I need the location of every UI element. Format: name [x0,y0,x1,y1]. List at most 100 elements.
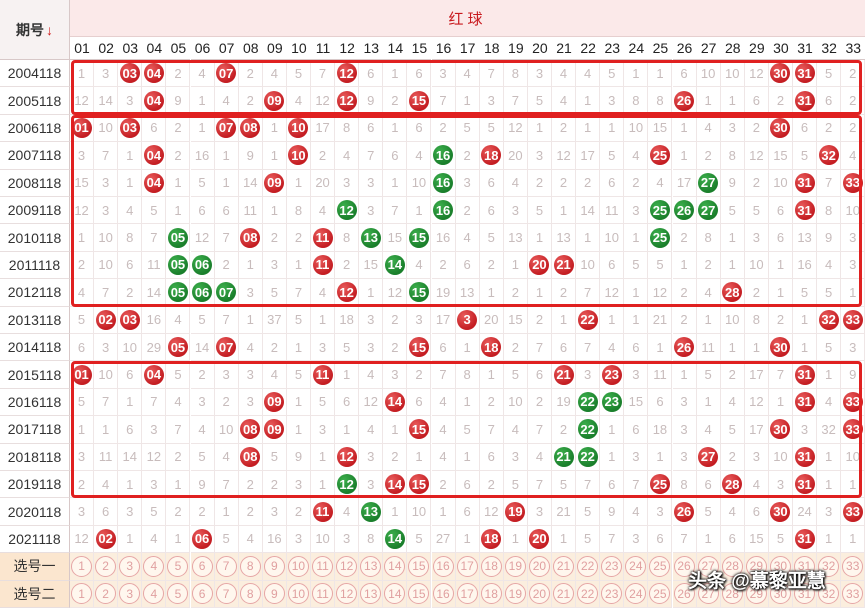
selectable-ball[interactable]: 30 [769,583,791,605]
selectable-ball[interactable]: 8 [239,583,261,605]
selectable-ball[interactable]: 22 [577,555,599,577]
selectable-ball[interactable]: 30 [769,555,791,577]
grid-cell: 2 [768,87,793,115]
selectable-ball[interactable]: 19 [504,583,526,605]
selectable-ball[interactable]: 10 [287,583,309,605]
selectable-ball[interactable]: 22 [577,583,599,605]
grid-cell: 8 [696,224,721,252]
selectable-ball[interactable]: 31 [794,555,816,577]
selectable-ball[interactable]: 29 [745,583,767,605]
selectable-ball[interactable]: 4 [143,583,165,605]
selectable-ball[interactable]: 33 [842,583,864,605]
selectable-ball[interactable]: 21 [553,555,575,577]
selectable-ball[interactable]: 2 [95,555,117,577]
selectable-ball[interactable]: 10 [287,555,309,577]
miss-count: 6 [391,147,399,163]
selectable-ball[interactable]: 20 [528,555,550,577]
selectable-ball[interactable]: 6 [191,583,213,605]
miss-count: 4 [608,339,616,355]
period-label: 2019118 [0,471,70,499]
selectable-ball[interactable]: 12 [336,555,358,577]
selectable-ball[interactable]: 27 [697,583,719,605]
miss-count: 1 [77,421,86,437]
selectable-ball[interactable]: 23 [601,555,623,577]
selectable-ball[interactable]: 25 [649,555,671,577]
selectable-ball[interactable]: 6 [191,555,213,577]
selectable-ball[interactable]: 25 [649,583,671,605]
selectable-ball[interactable]: 18 [480,583,502,605]
selectable-ball[interactable]: 27 [697,555,719,577]
selectable-ball[interactable]: 12 [336,583,358,605]
grid-cell: 7 [431,87,456,115]
red-ball: 28 [722,474,743,495]
miss-count: 10 [98,230,113,246]
selectable-ball[interactable]: 16 [432,583,454,605]
miss-count: 7 [367,147,375,163]
selectable-ball[interactable]: 13 [360,555,382,577]
selectable-ball[interactable]: 28 [721,555,743,577]
selectable-ball[interactable]: 3 [119,583,141,605]
selectable-ball[interactable]: 2 [95,583,117,605]
miss-count: 1 [800,339,809,355]
selectable-ball[interactable]: 1 [71,583,93,605]
selectable-ball[interactable]: 32 [818,583,840,605]
red-ball: 27 [698,446,719,467]
selectable-ball[interactable]: 17 [456,555,478,577]
selectable-ball[interactable]: 33 [842,555,864,577]
selectable-ball[interactable]: 9 [263,583,285,605]
selectable-ball[interactable]: 20 [528,583,550,605]
miss-count: 1 [391,120,399,136]
miss-count: 5 [511,476,519,492]
selectable-ball[interactable]: 8 [239,555,261,577]
selectable-ball[interactable]: 7 [215,583,237,605]
selection-cell: 22 [576,580,601,608]
grid-cell: 1 [262,142,287,170]
selectable-ball[interactable]: 19 [504,555,526,577]
selectable-ball[interactable]: 24 [625,583,647,605]
selectable-ball[interactable]: 7 [215,555,237,577]
grid-cell: 2 [455,197,480,225]
selectable-ball[interactable]: 3 [119,555,141,577]
selectable-ball[interactable]: 26 [673,583,695,605]
selectable-ball[interactable]: 1 [71,555,93,577]
sort-down-arrow-icon[interactable]: ↓ [46,21,53,38]
grid-cell: 2 [720,361,745,389]
selectable-ball[interactable]: 5 [167,583,189,605]
selectable-ball[interactable]: 18 [480,555,502,577]
miss-count: 2 [439,120,447,136]
selectable-ball[interactable]: 13 [360,583,382,605]
grid-cell: 16 [431,197,456,225]
selectable-ball[interactable]: 32 [818,555,840,577]
selectable-ball[interactable]: 11 [312,555,334,577]
selectable-ball[interactable]: 9 [263,555,285,577]
selectable-ball[interactable]: 14 [384,583,406,605]
green-ball: 23 [601,391,622,412]
selectable-ball[interactable]: 29 [745,555,767,577]
selectable-ball[interactable]: 31 [794,583,816,605]
grid-cell: 3 [600,87,625,115]
selectable-ball[interactable]: 23 [601,583,623,605]
column-number-29: 29 [744,37,769,60]
miss-count: 1 [728,339,736,355]
miss-count: 5 [608,147,616,163]
miss-count: 17 [749,421,764,437]
selectable-ball[interactable]: 11 [312,583,334,605]
miss-count: 12 [315,93,330,109]
miss-count: 4 [559,93,568,109]
selectable-ball[interactable]: 15 [408,583,430,605]
selectable-ball[interactable]: 16 [432,555,454,577]
selectable-ball[interactable]: 17 [456,583,478,605]
selectable-ball[interactable]: 21 [553,583,575,605]
grid-cell: 2 [696,251,721,280]
selectable-ball[interactable]: 28 [721,583,743,605]
selectable-ball[interactable]: 15 [408,555,430,577]
period-column-header[interactable]: 期号 ↓ [0,0,70,60]
selectable-ball[interactable]: 4 [143,555,165,577]
selectable-ball[interactable]: 24 [625,555,647,577]
selectable-ball[interactable]: 26 [673,555,695,577]
selectable-ball[interactable]: 5 [167,555,189,577]
grid-cell: 3 [70,142,95,170]
selectable-ball[interactable]: 14 [384,555,406,577]
miss-count: 9 [849,367,857,383]
grid-cell: 6 [479,443,504,471]
